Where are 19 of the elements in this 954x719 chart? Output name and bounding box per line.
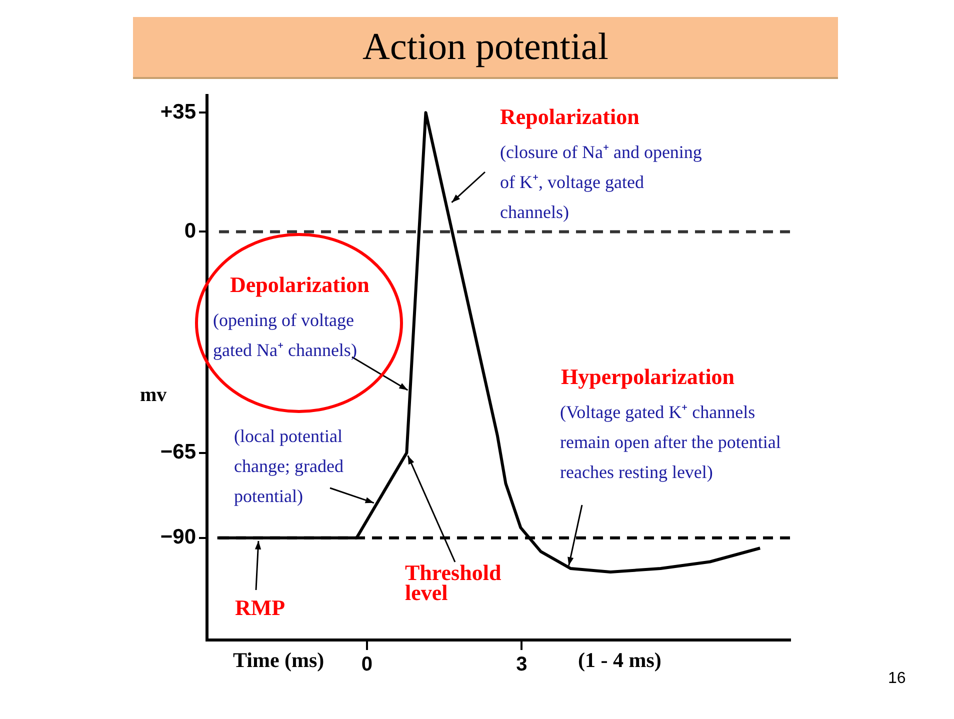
- annotation: Hyperpolarization: [561, 364, 736, 390]
- y-axis-title: mv: [140, 384, 167, 407]
- annotation: Threshold level: [405, 560, 502, 605]
- annotation: RMP: [235, 595, 286, 621]
- y-tick-label: +35: [160, 100, 196, 124]
- text: 16: [888, 670, 907, 688]
- annotation: (Voltage gated K⁺ channels remain open after the potential reaches resting level): [560, 401, 782, 484]
- annotation: (closure of Na⁺ and opening of K⁺, voltage gated channels): [500, 141, 703, 224]
- text: (1 - 4 ms): [578, 648, 662, 673]
- y-tick-label: −65: [160, 440, 196, 464]
- chart-title: Action potential: [133, 17, 838, 79]
- x-tick-label: 3: [516, 654, 528, 676]
- y-tick-label: 0: [184, 219, 196, 242]
- x-axis-title: Time (ms): [233, 648, 324, 673]
- annotation: Depolarization: [230, 272, 370, 298]
- annotation: Repolarization: [500, 104, 640, 130]
- y-tick-label: −90: [160, 526, 196, 549]
- annotation: (local potential change; graded potential): [234, 425, 344, 508]
- annotation: (opening of voltage gated Na⁺ channels): [213, 309, 358, 362]
